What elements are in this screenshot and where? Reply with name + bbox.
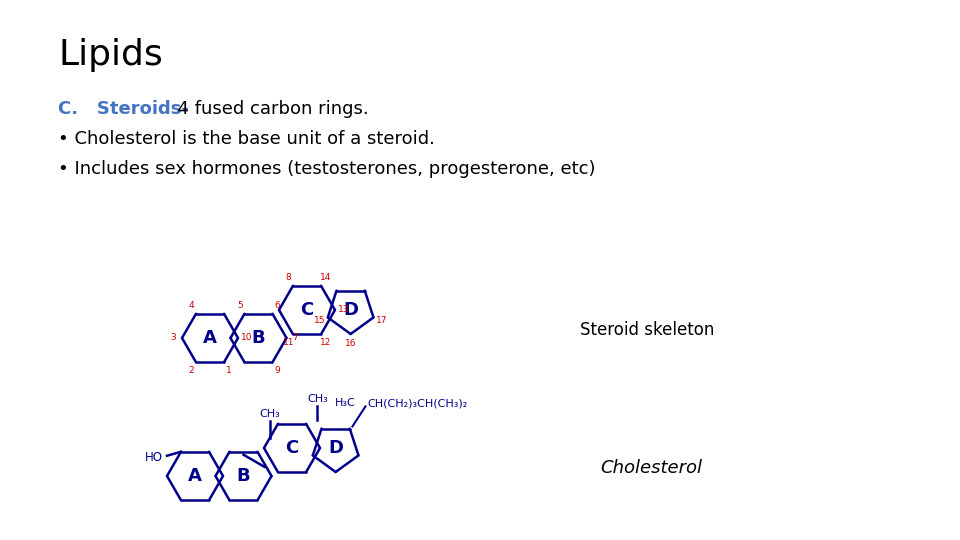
Text: 2: 2 <box>189 366 194 375</box>
Text: 12: 12 <box>320 338 331 347</box>
Text: Steroid skeleton: Steroid skeleton <box>580 321 714 339</box>
Text: 9: 9 <box>275 366 280 375</box>
Text: 17: 17 <box>376 316 388 325</box>
Text: 8: 8 <box>286 273 292 282</box>
Text: A: A <box>188 467 202 485</box>
Text: 3: 3 <box>170 334 176 342</box>
Text: C.   Steroids-: C. Steroids- <box>58 100 189 118</box>
Text: B: B <box>252 329 265 347</box>
Text: 4 fused carbon rings.: 4 fused carbon rings. <box>166 100 369 118</box>
Text: 4: 4 <box>189 301 194 310</box>
Text: Lipids: Lipids <box>58 38 163 72</box>
Text: 16: 16 <box>345 339 356 348</box>
Text: Cholesterol: Cholesterol <box>600 459 702 477</box>
Text: 11: 11 <box>283 338 295 347</box>
Text: 1: 1 <box>226 366 231 375</box>
Text: A: A <box>204 329 217 347</box>
Text: 7: 7 <box>293 334 299 342</box>
Text: D: D <box>343 301 358 319</box>
Text: C: C <box>300 301 314 319</box>
Text: 15: 15 <box>314 316 325 325</box>
Text: H₃C: H₃C <box>335 399 355 408</box>
Text: CH₃: CH₃ <box>259 409 280 419</box>
Text: 10: 10 <box>241 334 252 342</box>
Text: B: B <box>237 467 251 485</box>
Text: C: C <box>285 439 299 457</box>
Text: • Includes sex hormones (testosterones, progesterone, etc): • Includes sex hormones (testosterones, … <box>58 160 595 178</box>
Text: CH₃: CH₃ <box>307 394 327 404</box>
Text: CH(CH₂)₃CH(CH₃)₂: CH(CH₂)₃CH(CH₃)₂ <box>368 399 468 408</box>
Text: 13: 13 <box>338 306 349 314</box>
Text: 5: 5 <box>237 301 243 310</box>
Text: • Cholesterol is the base unit of a steroid.: • Cholesterol is the base unit of a ster… <box>58 130 435 148</box>
Text: 14: 14 <box>320 273 331 282</box>
Text: D: D <box>328 439 343 457</box>
Text: HO: HO <box>145 451 163 464</box>
Text: 6: 6 <box>275 301 280 310</box>
